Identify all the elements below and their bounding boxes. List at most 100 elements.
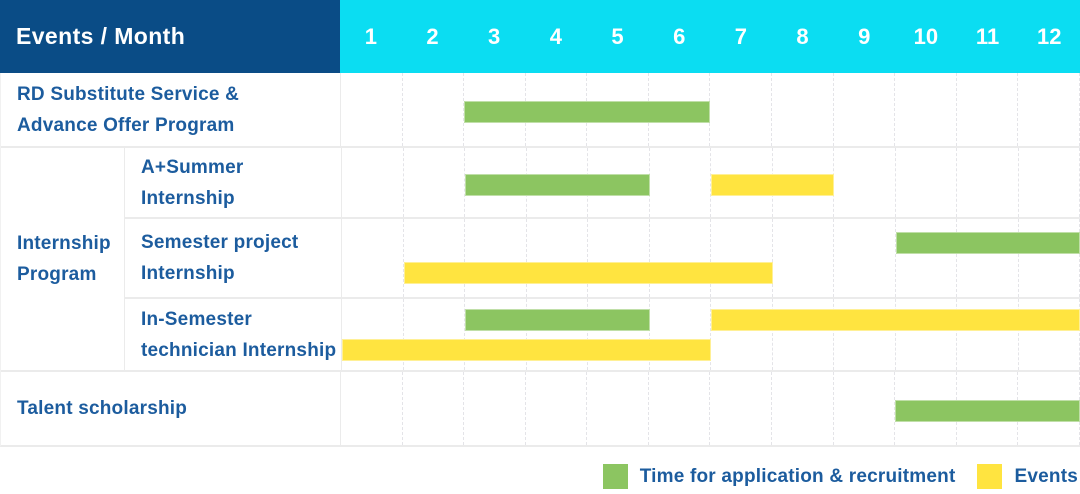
month-grid-cell	[341, 73, 403, 146]
gantt-bar-application	[465, 308, 650, 331]
month-grid	[341, 148, 1080, 217]
month-grid-cell	[957, 148, 1019, 217]
month-header-label: 4	[549, 23, 562, 49]
row-label-line: Advance Offer Program	[17, 114, 235, 136]
row-label-line: RD Substitute Service &	[17, 83, 240, 105]
month-grid-cell	[834, 219, 896, 297]
month-grid-cell	[1019, 219, 1080, 297]
legend: Time for application & recruitment Event…	[0, 464, 1080, 489]
month-grid-cell	[587, 372, 649, 445]
table-row: In-Semester technician Internship	[125, 297, 1080, 370]
month-grid-cell	[711, 299, 773, 370]
table-header-row: Events / Month 1 2 3 4 5 6 7 8 9 10 11 12	[0, 0, 1080, 73]
legend-label-events: Events	[1014, 465, 1078, 487]
month-grid-cell	[465, 299, 527, 370]
month-grid-cell	[650, 219, 711, 297]
month-grid-cell	[710, 73, 773, 146]
gantt-bar-event	[711, 308, 1080, 331]
month-grid-cell	[834, 148, 896, 217]
row-label-in-semester-technician-internship: In-Semester technician Internship	[125, 299, 341, 370]
group-label-line: Program	[17, 264, 97, 285]
internship-program-rows: A+Summer Internship Semester project Int…	[125, 148, 1080, 370]
gantt-bar-application	[895, 399, 1080, 422]
month-header-label: 6	[673, 23, 686, 49]
month-grid-cell	[896, 219, 957, 297]
legend-swatch-yellow	[977, 464, 1003, 489]
row-label-semester-project-internship: Semester project Internship	[125, 219, 341, 297]
gantt-bar-event	[342, 338, 711, 361]
month-grid-cell	[773, 219, 834, 297]
month-header-label: 10	[913, 23, 939, 49]
table-row: RD Substitute Service & Advance Offer Pr…	[1, 73, 1080, 146]
month-header-label: 11	[975, 23, 1000, 49]
month-grid-cell	[342, 299, 404, 370]
month-header-label: 8	[796, 23, 809, 49]
month-header-label: 2	[426, 23, 439, 49]
row-label-line: In-Semester	[141, 308, 252, 330]
month-grid-cell	[773, 299, 834, 370]
group-label-line: Internship	[17, 233, 111, 254]
month-grid-cell	[834, 299, 896, 370]
month-grid-cell	[403, 372, 465, 445]
month-header-label: 5	[611, 23, 624, 49]
month-grid-cell	[772, 73, 834, 146]
legend-item-application: Time for application & recruitment	[602, 464, 956, 489]
legend-label-application: Time for application & recruitment	[639, 465, 956, 487]
month-grid	[341, 299, 1080, 370]
month-grid-cell	[957, 219, 1019, 297]
month-grid-cell	[588, 219, 650, 297]
gantt-bar-application	[465, 173, 650, 196]
month-grid-cell	[957, 73, 1019, 146]
month-grid-cell	[649, 372, 711, 445]
month-grid-cell	[588, 299, 650, 370]
month-grid-cell	[404, 299, 465, 370]
internship-program-section: Internship Program A+Summer Internship S…	[1, 146, 1080, 370]
month-grid-cell	[834, 372, 896, 445]
month-grid-cell	[957, 299, 1019, 370]
gantt-bar-application	[895, 232, 1080, 254]
month-grid-cell	[895, 73, 957, 146]
row-label-line: Internship	[141, 263, 235, 284]
month-grid-cell	[465, 219, 527, 297]
row-label-line: A+Summer	[141, 156, 244, 178]
month-grid-cell	[1019, 148, 1080, 217]
month-grid-cell	[464, 372, 526, 445]
month-grid-cell	[711, 219, 773, 297]
row-label-line: Internship	[141, 187, 235, 209]
month-grid-cell	[1018, 73, 1080, 146]
gantt-bar-event	[711, 173, 834, 196]
table-row: Semester project Internship	[125, 217, 1080, 297]
month-grid-cell	[772, 372, 834, 445]
month-grid	[340, 73, 1080, 146]
chart-title: Events / Month	[16, 23, 186, 49]
group-cell-internship-program: Internship Program	[1, 148, 125, 370]
month-grid-cell	[342, 148, 404, 217]
month-grid-cell	[403, 73, 465, 146]
month-grid-cell	[404, 219, 465, 297]
row-label-line: technician Internship	[141, 339, 337, 361]
month-grid	[340, 372, 1080, 445]
row-label-line: Talent scholarship	[17, 398, 188, 419]
month-grid-cell	[527, 299, 588, 370]
month-grid-cell	[342, 219, 404, 297]
row-label-rd-substitute: RD Substitute Service & Advance Offer Pr…	[1, 73, 340, 146]
events-month-header-cell: Events / Month	[0, 0, 340, 73]
row-label-talent-scholarship: Talent scholarship	[1, 372, 340, 445]
month-header-label: 9	[858, 23, 871, 49]
month-header: 1 2 3 4 5 6 7 8 9 10 11 12	[340, 0, 1080, 73]
month-grid-cell	[834, 73, 896, 146]
table-row: Talent scholarship	[1, 370, 1080, 445]
month-grid-cell	[404, 148, 465, 217]
month-grid-cell	[526, 372, 588, 445]
month-header-label: 1	[364, 23, 377, 49]
month-grid-cell	[650, 299, 711, 370]
month-grid-cell	[896, 148, 957, 217]
row-label-line: Semester project	[141, 232, 299, 253]
month-grid-cell	[527, 219, 588, 297]
month-header-label: 3	[488, 23, 501, 49]
table-body: RD Substitute Service & Advance Offer Pr…	[0, 73, 1080, 447]
gantt-bar-application	[464, 100, 711, 123]
month-header-label: 12	[1036, 23, 1062, 49]
month-grid-cell	[341, 372, 403, 445]
